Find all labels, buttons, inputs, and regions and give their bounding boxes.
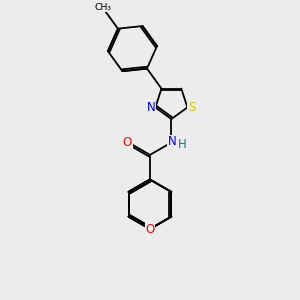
Text: CH₃: CH₃ [94, 3, 111, 12]
Text: O: O [122, 136, 132, 149]
Text: N: N [168, 135, 176, 148]
Text: S: S [188, 101, 196, 114]
Text: N: N [147, 101, 155, 114]
Text: O: O [146, 223, 154, 236]
Text: H: H [178, 138, 187, 151]
